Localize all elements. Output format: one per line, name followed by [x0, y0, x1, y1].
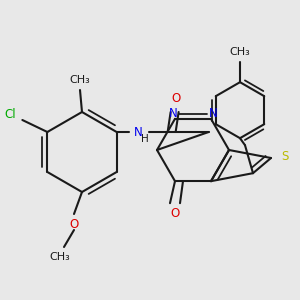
Text: Cl: Cl — [4, 109, 16, 122]
Text: S: S — [281, 149, 289, 163]
Text: CH₃: CH₃ — [70, 75, 90, 85]
Text: N: N — [208, 107, 217, 120]
Text: CH₃: CH₃ — [230, 47, 250, 57]
Text: N: N — [169, 107, 177, 120]
Text: O: O — [170, 207, 180, 220]
Text: O: O — [171, 92, 180, 106]
Text: CH₃: CH₃ — [50, 252, 70, 262]
Text: N: N — [134, 125, 143, 139]
Text: H: H — [141, 134, 148, 144]
Text: O: O — [69, 218, 79, 230]
